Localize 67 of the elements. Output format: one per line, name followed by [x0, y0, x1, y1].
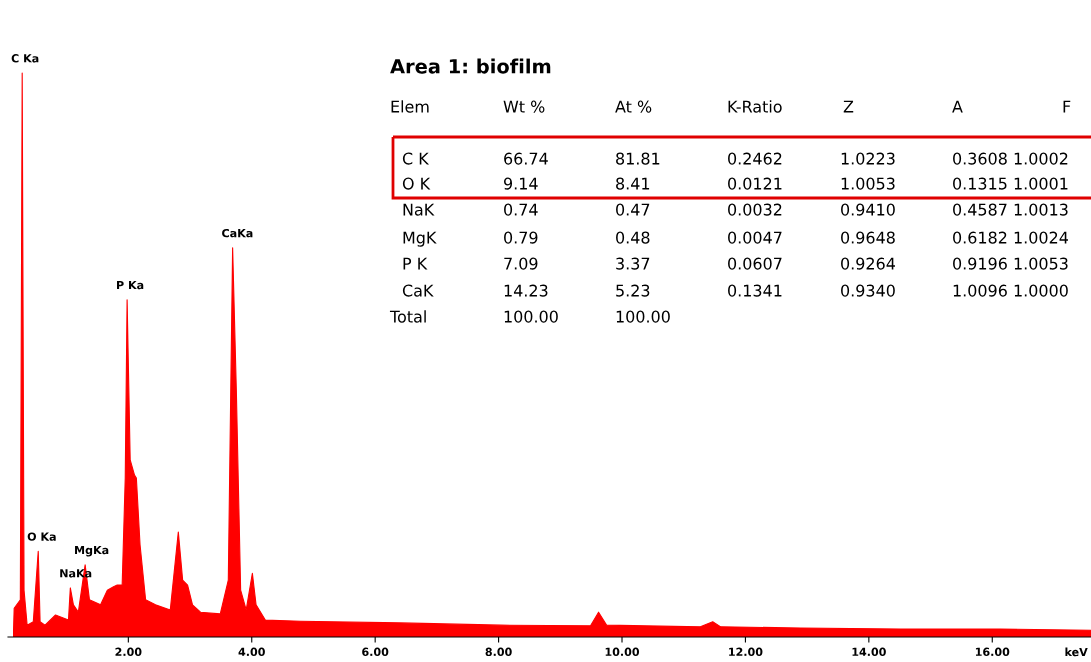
- category-label: Wt %: [503, 100, 545, 113]
- text: 0.3608: [953, 152, 1007, 165]
- text: 0.0607: [728, 257, 782, 270]
- annotation: CaKa: [222, 228, 253, 238]
- text: 0.48: [616, 231, 650, 244]
- text: 1.0013: [1014, 203, 1068, 216]
- x-tick-label: 12.00: [729, 647, 763, 657]
- text: 1.0001: [1014, 177, 1068, 190]
- x-tick-label: 10.00: [605, 647, 640, 657]
- text: 0.4587: [953, 203, 1007, 216]
- text: 5.23: [616, 284, 650, 297]
- category-label: At %: [615, 100, 652, 113]
- category-label: A: [952, 100, 963, 113]
- x-tick-label: 16.00: [975, 647, 1010, 657]
- text: 0.47: [616, 203, 650, 216]
- annotation: P Ka: [117, 280, 144, 290]
- text: 9.14: [504, 177, 538, 190]
- text: 0.9264: [841, 257, 895, 270]
- text: 0.9410: [841, 203, 895, 216]
- text: 0.0032: [728, 203, 782, 216]
- text: 100.00: [504, 310, 558, 323]
- text: MgK: [403, 231, 437, 247]
- text: 7.09: [504, 257, 538, 270]
- text: 8.41: [616, 177, 650, 190]
- text: Area 1: biofilm: [390, 58, 551, 74]
- text: 1.0223: [841, 152, 895, 165]
- text: NaK: [403, 203, 435, 216]
- text: 3.37: [616, 257, 650, 270]
- text: 14.23: [504, 284, 548, 297]
- text: 0.1341: [728, 284, 782, 297]
- category-label: Elem: [391, 100, 429, 113]
- text: 0.74: [504, 203, 538, 216]
- category-label: F: [1063, 100, 1071, 113]
- category-label: Z: [843, 100, 854, 113]
- text: 0.0047: [728, 231, 782, 244]
- x-axis-title: keV: [1065, 647, 1088, 657]
- text: P K: [403, 257, 428, 270]
- text: 66.74: [504, 152, 548, 165]
- text: 0.9196: [953, 257, 1007, 270]
- x-tick-label: 6.00: [362, 647, 389, 657]
- text: 1.0002: [1014, 152, 1068, 165]
- text: 0.9340: [841, 284, 895, 297]
- annotation: C Ka: [11, 54, 39, 63]
- text: 81.81: [616, 152, 660, 165]
- text: 1.0024: [1014, 231, 1068, 244]
- text: 0.6182: [953, 231, 1007, 244]
- text: O K: [402, 177, 431, 190]
- text: Total: [389, 310, 426, 323]
- text: CaK: [402, 284, 434, 297]
- x-tick-label: 4.00: [238, 647, 265, 657]
- text: 1.0053: [841, 177, 895, 190]
- text: 0.1315: [953, 177, 1007, 190]
- text: 0.79: [504, 231, 538, 244]
- annotation: MgKa: [75, 545, 109, 557]
- text: 1.0000: [1014, 284, 1068, 297]
- x-tick-label: 14.00: [852, 647, 886, 657]
- text: 0.9648: [841, 231, 895, 244]
- text: 1.0096: [953, 284, 1007, 297]
- text: 0.2462: [728, 152, 782, 165]
- category-label: K-Ratio: [728, 100, 782, 113]
- annotation: O Ka: [27, 532, 56, 541]
- x-tick-label: 2.00: [115, 647, 142, 657]
- text: 100.00: [616, 310, 670, 323]
- text: C K: [402, 152, 430, 165]
- text: 1.0053: [1014, 257, 1068, 270]
- x-tick-label: 8.00: [485, 647, 512, 657]
- text: 0.0121: [728, 177, 782, 190]
